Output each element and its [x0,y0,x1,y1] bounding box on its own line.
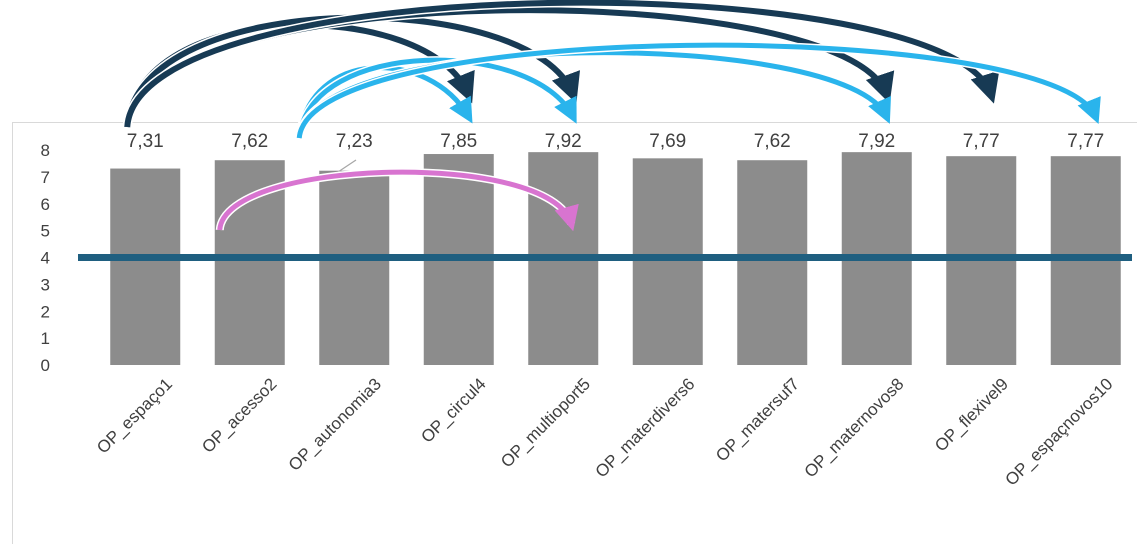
x-tick-label: OP_multioport5 [497,374,594,471]
data-label: 7,92 [858,131,895,152]
data-label: 7,23 [336,131,373,152]
y-tick-label: 2 [41,302,50,321]
bar-6 [632,158,703,365]
data-label: 7,77 [1067,131,1104,152]
data-label: 7,92 [545,131,582,152]
x-tick-label: OP_matersuf7 [712,374,803,465]
y-tick-label: 8 [41,141,50,160]
x-tick-label: OP_flexivel9 [931,374,1012,455]
data-label: 7,31 [127,131,164,152]
y-tick-label: 3 [41,275,50,294]
y-tick-label: 6 [41,195,50,214]
x-tick-label: OP_materdivers6 [592,374,699,481]
bar-7 [737,160,808,365]
x-tick-label: OP_circul4 [417,374,489,446]
x-tick-label: OP_espaço1 [93,374,176,457]
annotation-arrow-pink [217,169,579,232]
bar-1 [110,168,181,365]
x-tick-label: OP_maternovos8 [801,374,908,481]
data-label: 7,85 [440,131,477,152]
y-tick-label: 5 [41,222,50,241]
y-tick-label: 0 [41,356,50,375]
data-label: 7,62 [231,131,268,152]
x-tick-label: OP_autonomia3 [285,374,385,474]
label-leader-line [337,159,357,173]
data-label: 7,77 [963,131,1000,152]
bar-3 [319,170,390,365]
x-tick-label: OP_acesso2 [198,374,280,456]
data-label: 7,62 [754,131,791,152]
annotation-arrow-light [296,42,1101,139]
data-label: 7,69 [649,131,686,152]
annotation-arrow-dark [124,0,1000,128]
x-tick-label: OP_espaçnovos10 [1002,374,1117,489]
y-tick-label: 1 [41,329,50,348]
y-tick-label: 4 [41,249,50,268]
annotation-arrow-light [296,57,577,139]
y-tick-label: 7 [41,168,50,187]
